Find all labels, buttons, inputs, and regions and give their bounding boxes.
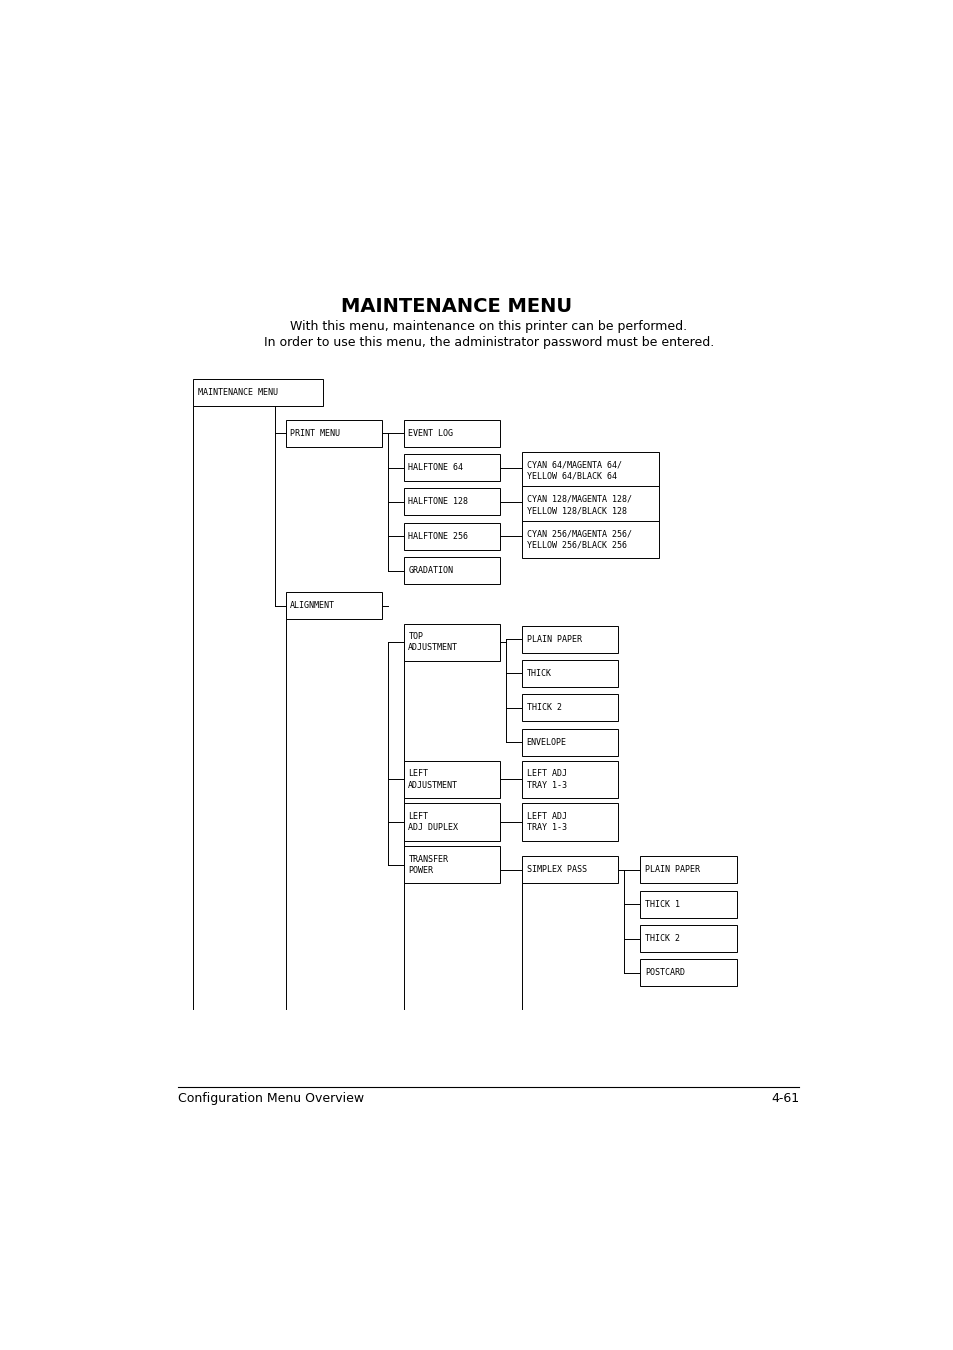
FancyBboxPatch shape [521, 694, 618, 721]
FancyBboxPatch shape [639, 891, 736, 918]
Text: THICK 2: THICK 2 [644, 934, 679, 944]
Text: LEFT
ADJ DUPLEX: LEFT ADJ DUPLEX [408, 813, 457, 832]
FancyBboxPatch shape [403, 803, 499, 841]
Text: MAINTENANCE MENU: MAINTENANCE MENU [197, 389, 277, 397]
Text: LEFT ADJ
TRAY 1-3: LEFT ADJ TRAY 1-3 [526, 769, 566, 790]
FancyBboxPatch shape [193, 379, 322, 406]
Text: POSTCARD: POSTCARD [644, 968, 684, 977]
Text: PRINT MENU: PRINT MENU [290, 429, 339, 437]
FancyBboxPatch shape [285, 420, 381, 447]
FancyBboxPatch shape [403, 846, 499, 883]
FancyBboxPatch shape [403, 454, 499, 481]
Text: HALFTONE 64: HALFTONE 64 [408, 463, 463, 472]
Text: MAINTENANCE MENU: MAINTENANCE MENU [341, 297, 572, 316]
Text: TOP
ADJUSTMENT: TOP ADJUSTMENT [408, 632, 457, 652]
FancyBboxPatch shape [521, 856, 618, 883]
Text: EVENT LOG: EVENT LOG [408, 429, 453, 437]
FancyBboxPatch shape [403, 420, 499, 447]
Text: THICK 1: THICK 1 [644, 899, 679, 909]
FancyBboxPatch shape [403, 761, 499, 798]
FancyBboxPatch shape [521, 486, 659, 524]
FancyBboxPatch shape [521, 729, 618, 756]
FancyBboxPatch shape [403, 624, 499, 662]
Text: THICK 2: THICK 2 [526, 703, 561, 713]
Text: With this menu, maintenance on this printer can be performed.: With this menu, maintenance on this prin… [290, 320, 687, 333]
FancyBboxPatch shape [639, 856, 736, 883]
Text: TRANSFER
POWER: TRANSFER POWER [408, 855, 448, 875]
Text: CYAN 64/MAGENTA 64/
YELLOW 64/BLACK 64: CYAN 64/MAGENTA 64/ YELLOW 64/BLACK 64 [526, 460, 621, 481]
Text: ENVELOPE: ENVELOPE [526, 737, 566, 747]
Text: 4-61: 4-61 [771, 1092, 799, 1106]
Text: Configuration Menu Overview: Configuration Menu Overview [178, 1092, 364, 1106]
FancyBboxPatch shape [521, 660, 618, 687]
Text: CYAN 128/MAGENTA 128/
YELLOW 128/BLACK 128: CYAN 128/MAGENTA 128/ YELLOW 128/BLACK 1… [526, 495, 631, 516]
FancyBboxPatch shape [521, 521, 659, 558]
Text: LEFT ADJ
TRAY 1-3: LEFT ADJ TRAY 1-3 [526, 813, 566, 832]
Text: GRADATION: GRADATION [408, 566, 453, 575]
Text: PLAIN PAPER: PLAIN PAPER [526, 634, 581, 644]
FancyBboxPatch shape [403, 489, 499, 516]
FancyBboxPatch shape [521, 761, 618, 798]
FancyBboxPatch shape [521, 452, 659, 490]
Text: THICK: THICK [526, 670, 551, 678]
FancyBboxPatch shape [521, 625, 618, 652]
FancyBboxPatch shape [639, 925, 736, 952]
Text: HALFTONE 256: HALFTONE 256 [408, 532, 468, 541]
FancyBboxPatch shape [639, 960, 736, 987]
FancyBboxPatch shape [403, 522, 499, 549]
FancyBboxPatch shape [285, 593, 381, 620]
Text: ALIGNMENT: ALIGNMENT [290, 601, 335, 610]
Text: In order to use this menu, the administrator password must be entered.: In order to use this menu, the administr… [264, 336, 713, 348]
Text: PLAIN PAPER: PLAIN PAPER [644, 865, 700, 875]
Text: LEFT
ADJUSTMENT: LEFT ADJUSTMENT [408, 769, 457, 790]
Text: CYAN 256/MAGENTA 256/
YELLOW 256/BLACK 256: CYAN 256/MAGENTA 256/ YELLOW 256/BLACK 2… [526, 529, 631, 549]
FancyBboxPatch shape [403, 558, 499, 585]
Text: HALFTONE 128: HALFTONE 128 [408, 497, 468, 506]
Text: SIMPLEX PASS: SIMPLEX PASS [526, 865, 586, 875]
FancyBboxPatch shape [521, 803, 618, 841]
